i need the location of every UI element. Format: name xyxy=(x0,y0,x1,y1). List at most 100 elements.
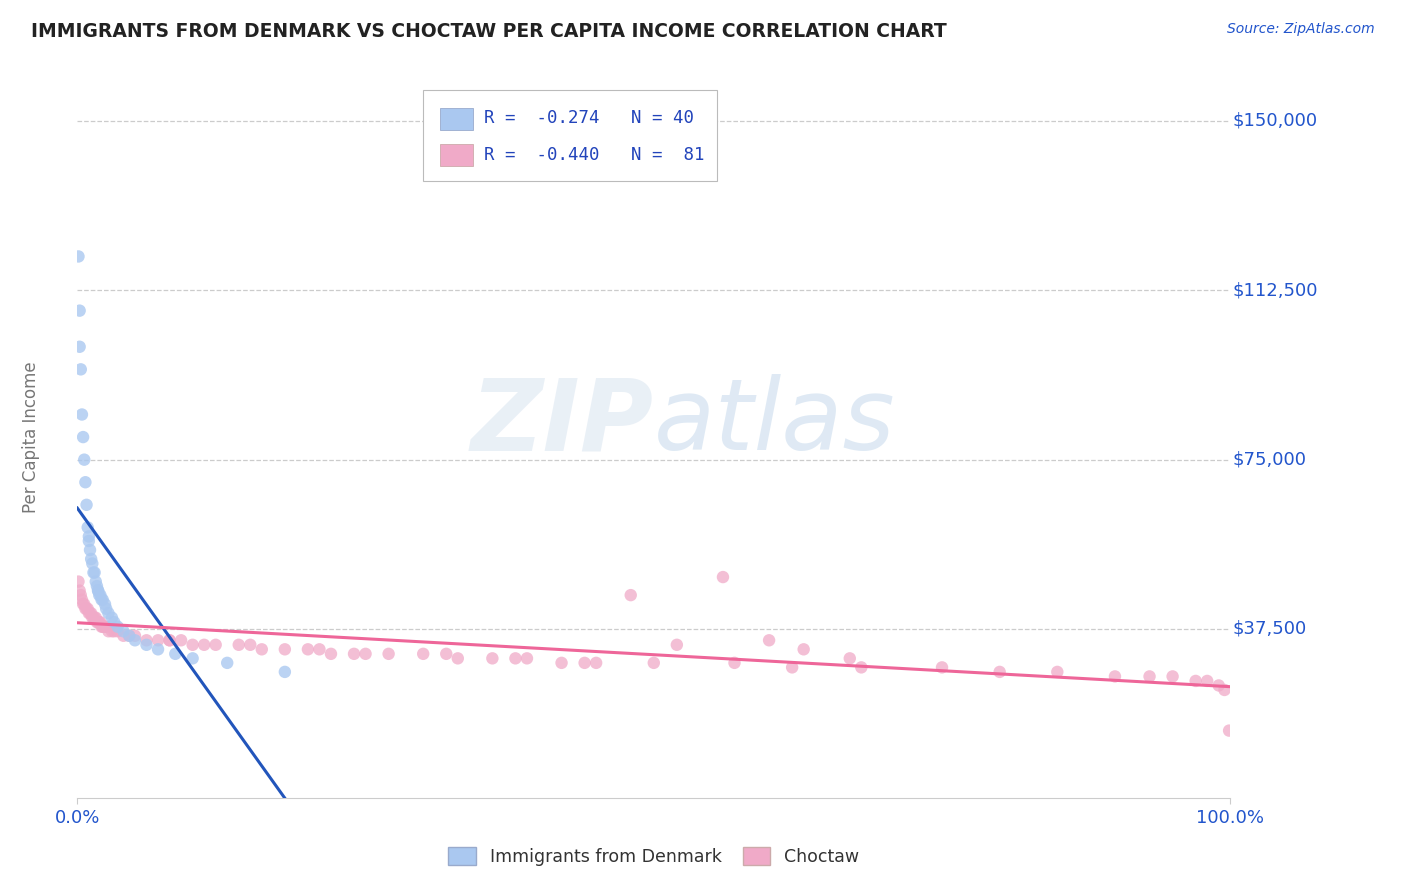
Point xyxy=(1161,669,1184,683)
Point xyxy=(228,638,250,652)
Point xyxy=(69,303,91,318)
Point xyxy=(84,610,107,624)
Point xyxy=(434,647,457,661)
Point xyxy=(146,642,169,657)
Point xyxy=(250,642,273,657)
Text: Source: ZipAtlas.com: Source: ZipAtlas.com xyxy=(1227,22,1375,37)
Point xyxy=(73,452,96,467)
Point xyxy=(82,566,104,580)
Point xyxy=(80,552,103,566)
Point xyxy=(1213,683,1236,698)
Point xyxy=(83,566,105,580)
Point xyxy=(758,633,780,648)
Point xyxy=(69,340,91,354)
Point xyxy=(112,629,135,643)
Point xyxy=(97,624,120,639)
Point xyxy=(505,651,527,665)
Text: R =  -0.274   N = 40: R = -0.274 N = 40 xyxy=(484,110,695,128)
Text: $150,000: $150,000 xyxy=(1233,112,1317,130)
Point xyxy=(77,606,100,620)
Point xyxy=(87,583,110,598)
FancyBboxPatch shape xyxy=(440,145,472,166)
Text: $37,500: $37,500 xyxy=(1233,620,1306,638)
Point xyxy=(82,610,104,624)
Text: R =  -0.440   N =  81: R = -0.440 N = 81 xyxy=(484,145,704,163)
Point xyxy=(354,647,377,661)
FancyBboxPatch shape xyxy=(423,90,717,180)
Text: atlas: atlas xyxy=(654,374,896,471)
Point xyxy=(319,647,342,661)
Point xyxy=(86,615,108,630)
Point xyxy=(101,610,124,624)
Point xyxy=(274,642,297,657)
Point xyxy=(86,579,108,593)
Point xyxy=(838,651,860,665)
Point xyxy=(112,624,135,639)
Point xyxy=(79,606,101,620)
Point xyxy=(70,592,93,607)
Point xyxy=(585,656,607,670)
Point xyxy=(89,588,111,602)
Point xyxy=(118,629,141,643)
Point xyxy=(165,647,187,661)
Point xyxy=(107,620,129,634)
Point xyxy=(73,597,96,611)
Point xyxy=(780,660,803,674)
Point xyxy=(77,533,100,548)
Point xyxy=(118,629,141,643)
Point xyxy=(107,624,129,639)
Point xyxy=(1139,669,1161,683)
Point xyxy=(101,624,124,639)
Point xyxy=(75,601,97,615)
Point xyxy=(83,610,105,624)
Point xyxy=(793,642,815,657)
Point xyxy=(76,498,98,512)
Point xyxy=(135,638,157,652)
Point xyxy=(550,656,572,670)
Point xyxy=(665,638,688,652)
FancyBboxPatch shape xyxy=(440,108,472,130)
Point xyxy=(204,638,226,652)
Text: ZIP: ZIP xyxy=(471,374,654,471)
Point xyxy=(90,592,112,607)
Point xyxy=(447,651,470,665)
Text: IMMIGRANTS FROM DENMARK VS CHOCTAW PER CAPITA INCOME CORRELATION CHART: IMMIGRANTS FROM DENMARK VS CHOCTAW PER C… xyxy=(31,22,946,41)
Point xyxy=(193,638,215,652)
Point xyxy=(69,362,91,376)
Point xyxy=(69,588,91,602)
Point xyxy=(84,574,107,589)
Point xyxy=(87,615,110,630)
Point xyxy=(343,647,366,661)
Point xyxy=(96,601,118,615)
Point xyxy=(67,249,90,264)
Point xyxy=(135,633,157,648)
Text: Per Capita Income: Per Capita Income xyxy=(22,361,41,513)
Point xyxy=(124,629,146,643)
Point xyxy=(159,633,181,648)
Point xyxy=(481,651,503,665)
Point xyxy=(103,624,125,639)
Point xyxy=(90,620,112,634)
Point xyxy=(89,615,111,630)
Point xyxy=(67,574,90,589)
Point xyxy=(93,620,115,634)
Text: $75,000: $75,000 xyxy=(1233,450,1306,468)
Point xyxy=(89,588,111,602)
Point xyxy=(620,588,643,602)
Point xyxy=(297,642,319,657)
Point xyxy=(159,633,181,648)
Point xyxy=(82,610,104,624)
Point xyxy=(72,430,94,444)
Point xyxy=(96,620,118,634)
Point xyxy=(76,601,98,615)
Point xyxy=(75,475,97,490)
Point xyxy=(181,638,204,652)
Text: $112,500: $112,500 xyxy=(1233,281,1317,300)
Point xyxy=(1197,673,1219,688)
Point xyxy=(412,647,434,661)
Point xyxy=(643,656,665,670)
Legend: Immigrants from Denmark, Choctaw: Immigrants from Denmark, Choctaw xyxy=(441,839,866,872)
Point xyxy=(97,606,120,620)
Point xyxy=(89,615,111,630)
Point xyxy=(274,665,297,679)
